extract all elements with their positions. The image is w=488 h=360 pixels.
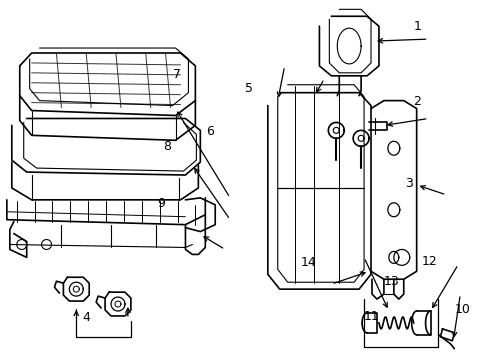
Text: 9: 9 <box>157 197 164 210</box>
Text: 10: 10 <box>454 303 470 316</box>
Text: 3: 3 <box>405 177 412 190</box>
Text: 12: 12 <box>421 255 437 268</box>
Text: 7: 7 <box>172 68 180 81</box>
Text: 11: 11 <box>363 310 379 323</box>
Text: 8: 8 <box>163 140 170 153</box>
Text: 13: 13 <box>384 275 399 288</box>
Text: 4: 4 <box>82 311 91 324</box>
Text: 1: 1 <box>412 20 420 33</box>
Text: 5: 5 <box>245 82 253 95</box>
Text: 14: 14 <box>300 256 316 269</box>
Text: 6: 6 <box>206 125 214 138</box>
Text: 2: 2 <box>412 95 420 108</box>
